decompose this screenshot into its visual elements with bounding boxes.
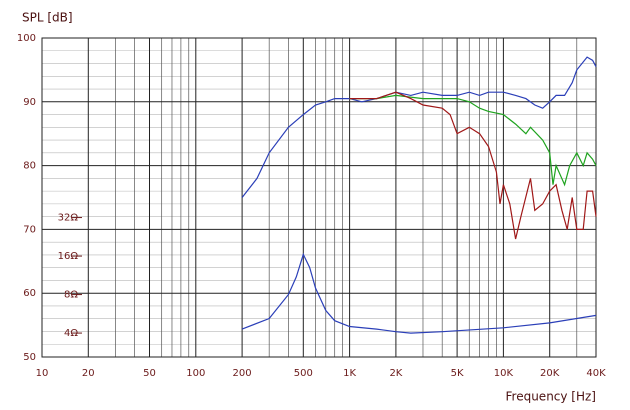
x-tick-label: 10 xyxy=(36,368,49,379)
y-tick-label: 100 xyxy=(17,33,36,44)
plot-frame xyxy=(41,37,597,358)
x-tick-label: 20K xyxy=(540,368,560,379)
series-line xyxy=(349,91,597,240)
x-tick-label: 5K xyxy=(451,368,464,379)
y-tick-label: 50 xyxy=(23,352,36,363)
x-tick-label: 1K xyxy=(343,368,356,379)
y2-tick-label: 16Ω xyxy=(58,251,79,262)
x-tick-label: 40K xyxy=(586,368,606,379)
y-tick-label: 80 xyxy=(23,161,36,172)
x-tick-label: 20 xyxy=(82,368,95,379)
x-tick-label: 10K xyxy=(494,368,514,379)
y2-tick-label: 32Ω xyxy=(58,213,79,224)
x-tick-label: 200 xyxy=(233,368,252,379)
x-tick-label: 50 xyxy=(143,368,156,379)
x-tick-label: 2K xyxy=(389,368,402,379)
y-tick-label: 70 xyxy=(23,224,36,235)
x-tick-label: 100 xyxy=(186,368,205,379)
y2-tick-label: 8Ω xyxy=(64,290,78,301)
y2-tick-label: 4Ω xyxy=(64,328,78,339)
series-line xyxy=(241,252,597,334)
series-line xyxy=(349,94,597,187)
y-axis-title: SPL [dB] xyxy=(22,11,73,25)
y-tick-label: 60 xyxy=(23,288,36,299)
y-tick-label: 90 xyxy=(23,97,36,108)
series-line xyxy=(241,56,597,198)
x-axis-title: Frequency [Hz] xyxy=(506,390,597,404)
x-tick-label: 500 xyxy=(294,368,313,379)
